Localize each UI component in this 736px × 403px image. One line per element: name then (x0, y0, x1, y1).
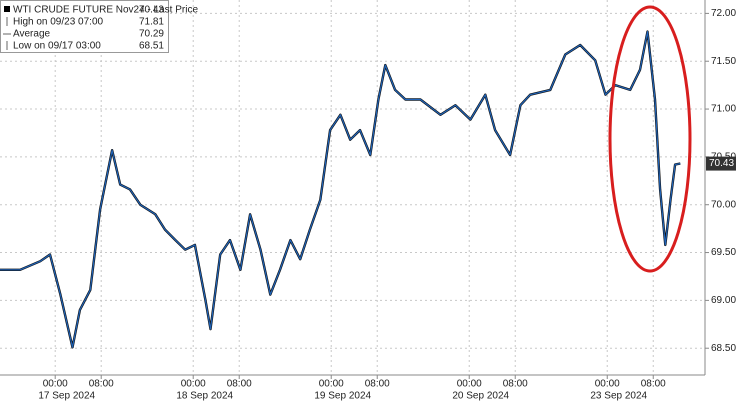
legend-value: 70.29 (139, 29, 164, 40)
legend-label: Average (13, 29, 51, 40)
legend-last: 70.43 (139, 5, 164, 16)
y-tick-label: 70.00 (711, 199, 736, 210)
y-tick-label: 71.50 (711, 56, 736, 67)
x-tick-label: 00:00 (319, 379, 344, 390)
x-tick-label: 00:00 (457, 379, 482, 390)
last-price-box (706, 156, 736, 171)
x-tick-label: 08:00 (365, 379, 390, 390)
legend-icon (4, 6, 10, 12)
x-tick-label: 08:00 (89, 379, 114, 390)
legend: WTI CRUDE FUTURE Nov24 - Last Price 70.4… (0, 0, 198, 53)
price-line (0, 31, 681, 348)
highlight-ellipse (608, 5, 692, 273)
x-tick-label: 08:00 (227, 379, 252, 390)
y-tick-label: 71.00 (711, 104, 736, 115)
date-label: 20 Sep 2024 (452, 391, 509, 402)
legend-title: WTI CRUDE FUTURE Nov24 - Last Price (13, 5, 198, 16)
x-tick-label: 00:00 (181, 379, 206, 390)
date-label: 23 Sep 2024 (590, 391, 647, 402)
legend-label: High on 09/23 07:00 (13, 17, 104, 28)
x-tick-label: 00:00 (43, 379, 68, 390)
x-tick-label: 08:00 (503, 379, 528, 390)
y-tick-label: 69.50 (711, 247, 736, 258)
y-tick-label: 69.00 (711, 295, 736, 306)
last-price-label: 70.43 (709, 158, 734, 169)
x-tick-label: 08:00 (641, 379, 666, 390)
date-label: 18 Sep 2024 (176, 391, 233, 402)
x-tick-label: 00:00 (595, 379, 620, 390)
y-tick-label: 68.50 (711, 343, 736, 354)
legend-value: 68.51 (139, 41, 164, 52)
legend-box (0, 0, 169, 53)
legend-label: Low on 09/17 03:00 (13, 41, 101, 52)
legend-value: 71.81 (139, 17, 164, 28)
y-tick-label: 72.00 (711, 8, 736, 19)
plot (0, 30, 681, 349)
date-label: 17 Sep 2024 (38, 391, 95, 402)
date-label: 19 Sep 2024 (314, 391, 371, 402)
